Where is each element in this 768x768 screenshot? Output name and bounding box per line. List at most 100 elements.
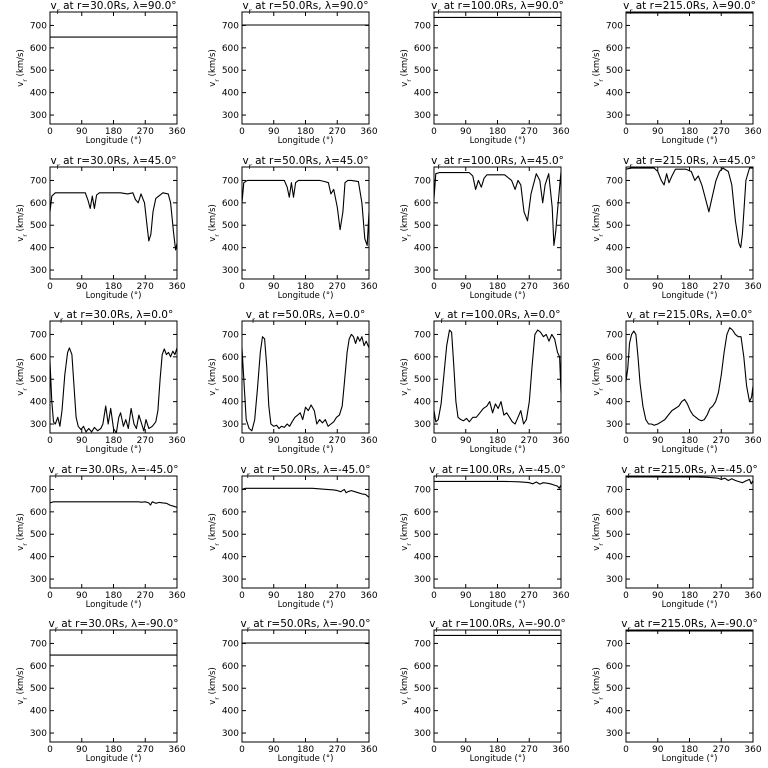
y-tick-label: 600	[30, 44, 47, 54]
x-tick-label: 270	[713, 436, 730, 446]
y-tick-label: 300	[414, 111, 431, 121]
series-line	[433, 171, 562, 246]
x-tick-label: 0	[431, 745, 437, 755]
subplot-17: vr at r=30.0Rs, λ=-90.0° 0 90 180 270 360 300 4…	[16, 618, 186, 764]
y-axis-label: vr (km/s)	[16, 204, 29, 242]
x-tick-label: 180	[297, 436, 314, 446]
x-tick-label: 360	[360, 282, 377, 292]
y-tick-label: 600	[222, 353, 239, 363]
y-tick-label: 700	[414, 21, 431, 31]
x-tick-label: 90	[652, 282, 664, 292]
plot-frame	[49, 475, 178, 589]
x-axis-label: Longitude (°)	[662, 136, 718, 146]
plot-frame	[433, 320, 562, 434]
x-tick-label: 0	[623, 282, 629, 292]
y-tick-label: 400	[30, 89, 47, 99]
x-tick-label: 360	[168, 282, 185, 292]
y-axis-label: vr (km/s)	[16, 358, 29, 396]
subplot-title: vr at r=215.0Rs, λ=-45.0°	[621, 464, 758, 480]
subplot-title: vr at r=100.0Rs, λ=45.0°	[431, 155, 564, 171]
subplot-13: vr at r=30.0Rs, λ=-45.0° 0 90 180 270 360 300 4…	[16, 464, 186, 610]
y-tick-label: 500	[30, 221, 47, 231]
x-tick-label: 270	[137, 591, 154, 601]
x-tick-label: 360	[744, 591, 761, 601]
x-tick-label: 360	[360, 591, 377, 601]
x-tick-label: 270	[521, 436, 538, 446]
y-tick-label: 700	[222, 485, 239, 495]
plot-frame	[625, 11, 754, 125]
x-tick-label: 90	[652, 127, 664, 137]
y-tick-label: 500	[606, 66, 623, 76]
x-tick-label: 0	[47, 127, 53, 137]
series-line	[626, 476, 754, 485]
y-tick-label: 500	[414, 530, 431, 540]
y-tick-label: 300	[30, 266, 47, 276]
subplot-title: vr at r=100.0Rs, λ=0.0°	[434, 309, 560, 325]
x-tick-label: 90	[268, 127, 280, 137]
series-line	[625, 327, 754, 426]
subplot-title: vr at r=50.0Rs, λ=-90.0°	[241, 618, 371, 634]
x-tick-label: 90	[460, 591, 472, 601]
y-tick-label: 600	[30, 353, 47, 363]
y-axis-label: vr (km/s)	[208, 358, 221, 396]
x-tick-label: 90	[76, 282, 88, 292]
y-tick-label: 600	[606, 44, 623, 54]
x-tick-label: 360	[168, 745, 185, 755]
x-tick-label: 270	[713, 282, 730, 292]
y-tick-label: 600	[222, 44, 239, 54]
x-tick-label: 180	[297, 591, 314, 601]
y-tick-label: 500	[30, 375, 47, 385]
y-tick-label: 400	[30, 244, 47, 254]
subplot-2: vr at r=50.0Rs, λ=90.0° 0 90 180 270 360 300 40…	[208, 0, 378, 146]
y-axis-label: vr (km/s)	[400, 667, 413, 705]
plot-frame	[625, 475, 754, 589]
subplot-title: vr at r=100.0Rs, λ=-45.0°	[429, 464, 566, 480]
x-axis-label: Longitude (°)	[86, 445, 142, 455]
x-tick-label: 0	[47, 745, 53, 755]
subplot-6: vr at r=50.0Rs, λ=45.0° 0 90 180 270 360 300 40…	[208, 155, 378, 301]
y-axis-label: vr (km/s)	[400, 358, 413, 396]
y-tick-label: 500	[414, 684, 431, 694]
subplot-19: vr at r=100.0Rs, λ=-90.0° 0 90 180 270 360 300…	[400, 618, 570, 764]
y-tick-label: 400	[222, 244, 239, 254]
x-tick-label: 270	[521, 591, 538, 601]
x-tick-label: 270	[713, 745, 730, 755]
x-axis-label: Longitude (°)	[278, 445, 334, 455]
y-tick-label: 300	[606, 111, 623, 121]
y-tick-label: 600	[30, 199, 47, 209]
y-tick-label: 300	[606, 266, 623, 276]
y-tick-label: 600	[606, 199, 623, 209]
y-tick-label: 700	[606, 21, 623, 31]
subplot-title: vr at r=50.0Rs, λ=45.0°	[242, 155, 368, 171]
x-tick-label: 360	[168, 127, 185, 137]
x-tick-label: 90	[460, 127, 472, 137]
x-axis-label: Longitude (°)	[86, 136, 142, 146]
subplot-12: vr at r=215.0Rs, λ=0.0° 0 90 180 270 360 300 40…	[592, 309, 762, 455]
x-tick-label: 90	[76, 127, 88, 137]
x-tick-label: 180	[105, 591, 122, 601]
subplot-7: vr at r=100.0Rs, λ=45.0° 0 90 180 270 360 300 4…	[400, 155, 570, 301]
subplot-16: vr at r=215.0Rs, λ=-45.0° 0 90 180 270 360 300…	[592, 464, 762, 610]
x-tick-label: 90	[460, 282, 472, 292]
x-tick-label: 180	[105, 436, 122, 446]
y-tick-label: 600	[30, 662, 47, 672]
subplot-title: vr at r=215.0Rs, λ=90.0°	[623, 0, 756, 16]
subplot-title: vr at r=30.0Rs, λ=90.0°	[50, 0, 176, 16]
series-line	[625, 167, 753, 249]
y-tick-label: 500	[606, 530, 623, 540]
y-tick-label: 500	[30, 684, 47, 694]
y-tick-label: 700	[606, 639, 623, 649]
subplot-title: vr at r=215.0Rs, λ=45.0°	[623, 155, 756, 171]
y-axis-label: vr (km/s)	[592, 513, 605, 551]
y-tick-label: 700	[606, 176, 623, 186]
subplot-3: vr at r=100.0Rs, λ=90.0° 0 90 180 270 360 300 4…	[400, 0, 570, 146]
y-tick-label: 400	[414, 707, 431, 717]
y-tick-label: 300	[222, 575, 239, 585]
y-tick-label: 400	[414, 398, 431, 408]
y-tick-label: 500	[222, 66, 239, 76]
y-tick-label: 700	[30, 639, 47, 649]
subplot-18: vr at r=50.0Rs, λ=-90.0° 0 90 180 270 360 300 4…	[208, 618, 378, 764]
y-tick-label: 700	[414, 330, 431, 340]
y-tick-label: 700	[30, 485, 47, 495]
plot-frame	[241, 475, 370, 589]
